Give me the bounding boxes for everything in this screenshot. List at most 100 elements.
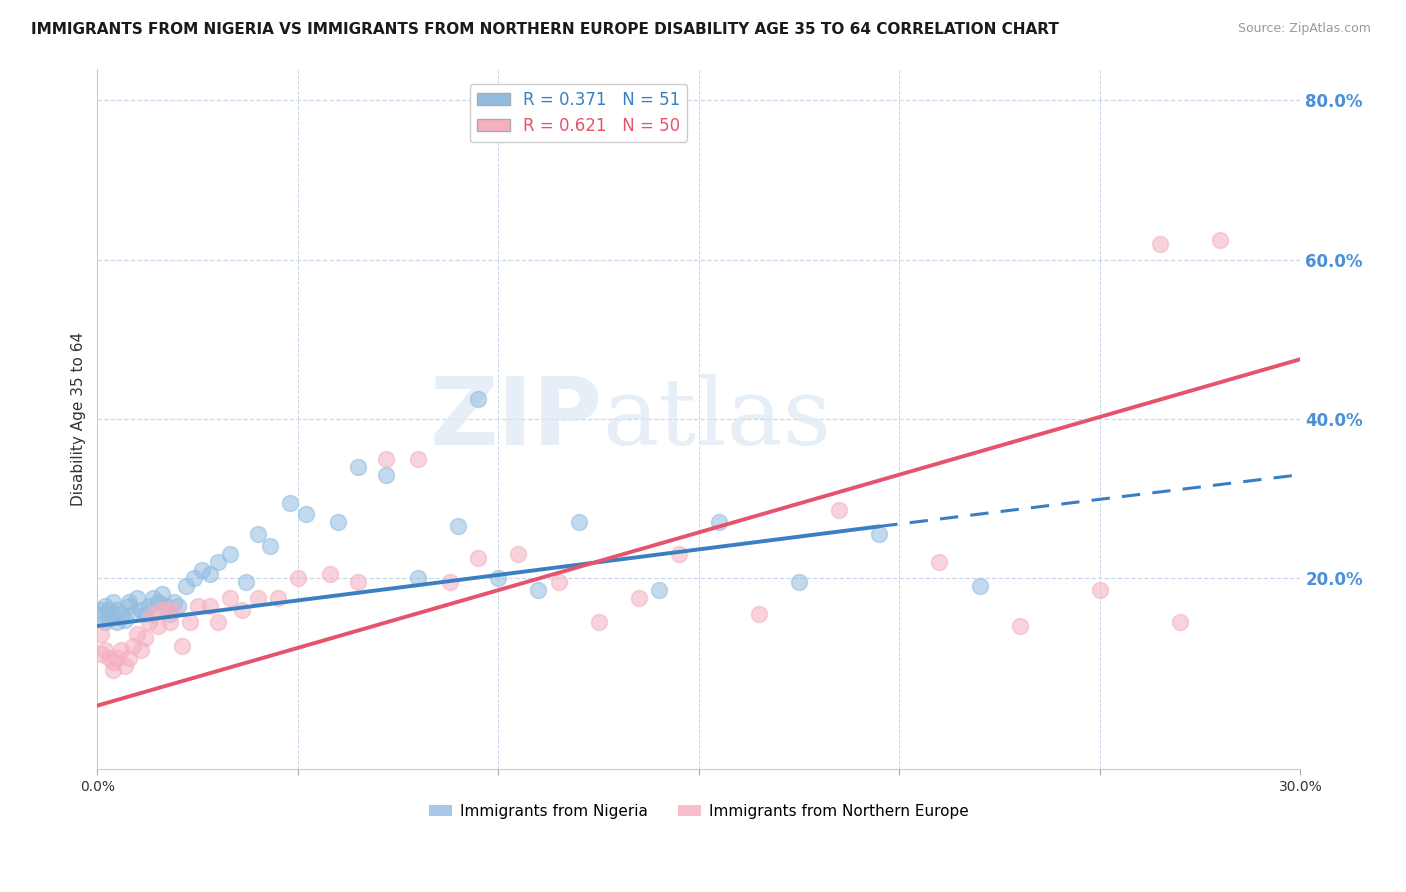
Point bbox=[134, 631, 156, 645]
Point bbox=[439, 575, 461, 590]
Point bbox=[159, 607, 181, 621]
Point bbox=[94, 643, 117, 657]
Text: atlas: atlas bbox=[603, 374, 832, 464]
Point bbox=[98, 603, 121, 617]
Point bbox=[138, 599, 160, 613]
Point bbox=[527, 583, 550, 598]
Point bbox=[246, 591, 269, 606]
Point bbox=[547, 575, 569, 590]
Point bbox=[131, 643, 153, 657]
Point bbox=[218, 591, 240, 606]
Point bbox=[278, 495, 301, 509]
Point bbox=[179, 615, 201, 629]
Point bbox=[707, 516, 730, 530]
Point bbox=[170, 639, 193, 653]
Point bbox=[787, 575, 810, 590]
Point bbox=[94, 599, 117, 613]
Point bbox=[94, 615, 117, 629]
Point bbox=[155, 603, 177, 617]
Point bbox=[98, 611, 121, 625]
Point bbox=[155, 599, 177, 613]
Point bbox=[103, 655, 125, 669]
Point bbox=[347, 459, 370, 474]
Point bbox=[114, 658, 136, 673]
Point bbox=[259, 539, 281, 553]
Point bbox=[467, 551, 489, 566]
Point bbox=[122, 607, 145, 621]
Legend: Immigrants from Nigeria, Immigrants from Northern Europe: Immigrants from Nigeria, Immigrants from… bbox=[423, 797, 974, 825]
Point bbox=[828, 503, 851, 517]
Point bbox=[1149, 236, 1171, 251]
Point bbox=[127, 627, 149, 641]
Text: IMMIGRANTS FROM NIGERIA VS IMMIGRANTS FROM NORTHERN EUROPE DISABILITY AGE 35 TO : IMMIGRANTS FROM NIGERIA VS IMMIGRANTS FR… bbox=[31, 22, 1059, 37]
Point bbox=[150, 587, 173, 601]
Point bbox=[118, 650, 141, 665]
Point bbox=[98, 650, 121, 665]
Point bbox=[90, 627, 112, 641]
Point bbox=[90, 603, 112, 617]
Point bbox=[1168, 615, 1191, 629]
Point bbox=[567, 516, 589, 530]
Point bbox=[118, 599, 141, 613]
Point bbox=[142, 607, 165, 621]
Point bbox=[90, 647, 112, 661]
Point bbox=[114, 613, 136, 627]
Point bbox=[110, 607, 132, 621]
Point bbox=[627, 591, 650, 606]
Point bbox=[110, 643, 132, 657]
Point bbox=[103, 607, 125, 621]
Point bbox=[146, 619, 169, 633]
Point bbox=[198, 599, 221, 613]
Point bbox=[267, 591, 290, 606]
Point bbox=[207, 615, 229, 629]
Point bbox=[131, 603, 153, 617]
Point bbox=[107, 603, 129, 617]
Point bbox=[134, 607, 156, 621]
Point bbox=[375, 467, 398, 482]
Point bbox=[406, 571, 429, 585]
Text: ZIP: ZIP bbox=[430, 373, 603, 465]
Point bbox=[1209, 233, 1232, 247]
Point bbox=[162, 603, 184, 617]
Point bbox=[969, 579, 991, 593]
Point bbox=[162, 595, 184, 609]
Point bbox=[467, 392, 489, 406]
Point bbox=[142, 591, 165, 606]
Point bbox=[103, 663, 125, 677]
Y-axis label: Disability Age 35 to 64: Disability Age 35 to 64 bbox=[72, 332, 86, 506]
Point bbox=[198, 567, 221, 582]
Point bbox=[174, 579, 197, 593]
Point bbox=[668, 547, 690, 561]
Point bbox=[146, 595, 169, 609]
Point bbox=[207, 555, 229, 569]
Point bbox=[90, 607, 112, 621]
Point bbox=[928, 555, 950, 569]
Point bbox=[1008, 619, 1031, 633]
Point bbox=[1088, 583, 1111, 598]
Point bbox=[103, 595, 125, 609]
Point bbox=[868, 527, 890, 541]
Point bbox=[326, 516, 349, 530]
Point bbox=[748, 607, 770, 621]
Point bbox=[127, 591, 149, 606]
Point bbox=[190, 563, 212, 577]
Point bbox=[486, 571, 509, 585]
Point bbox=[107, 615, 129, 629]
Text: Source: ZipAtlas.com: Source: ZipAtlas.com bbox=[1237, 22, 1371, 36]
Point bbox=[287, 571, 309, 585]
Point bbox=[159, 615, 181, 629]
Point bbox=[246, 527, 269, 541]
Point bbox=[187, 599, 209, 613]
Point bbox=[231, 603, 253, 617]
Point bbox=[150, 603, 173, 617]
Point bbox=[118, 595, 141, 609]
Point bbox=[406, 451, 429, 466]
Point bbox=[508, 547, 530, 561]
Point bbox=[375, 451, 398, 466]
Point bbox=[138, 615, 160, 629]
Point bbox=[319, 567, 342, 582]
Point bbox=[648, 583, 671, 598]
Point bbox=[122, 639, 145, 653]
Point bbox=[235, 575, 257, 590]
Point bbox=[183, 571, 205, 585]
